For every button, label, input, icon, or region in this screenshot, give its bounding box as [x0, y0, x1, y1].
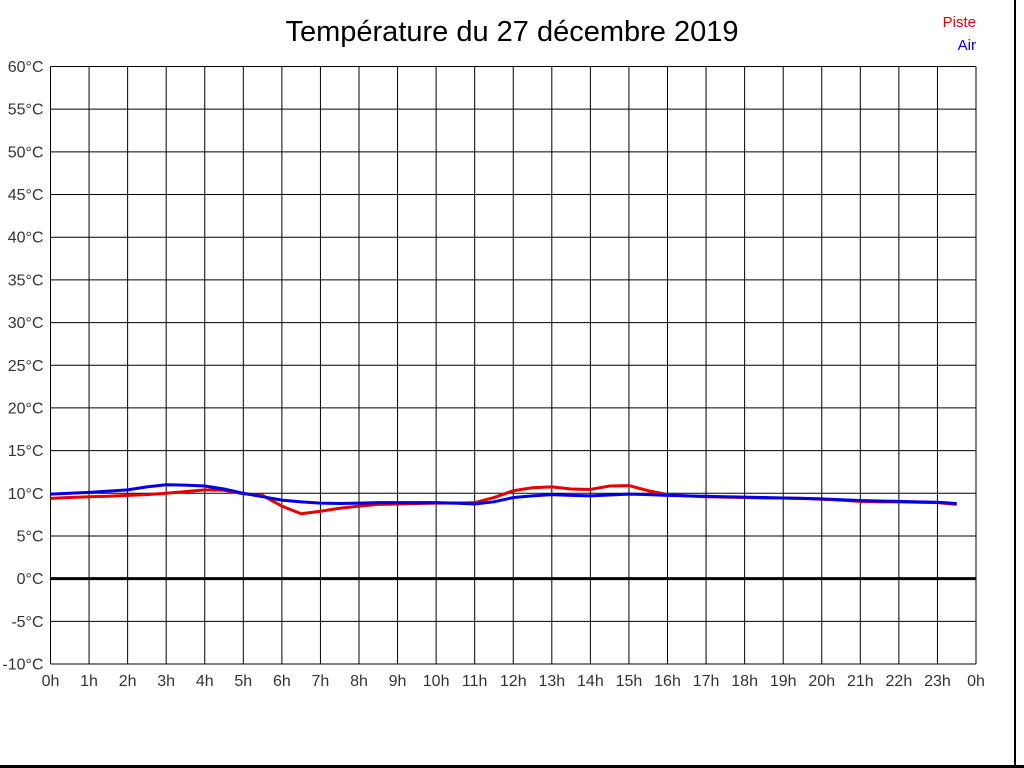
x-tick-label: 6h — [273, 673, 291, 690]
y-tick-label: 60°C — [8, 59, 44, 76]
x-tick-label: 4h — [196, 673, 214, 690]
y-tick-label: -10°C — [2, 657, 43, 674]
y-tick-label: 10°C — [8, 486, 44, 503]
x-tick-label: 21h — [847, 673, 874, 690]
y-tick-label: 0°C — [17, 571, 44, 588]
x-tick-label: 1h — [80, 673, 98, 690]
frame-bottom-border — [0, 765, 1024, 768]
x-tick-label: 15h — [616, 673, 643, 690]
legend: Piste Air — [943, 11, 976, 57]
x-tick-label: 17h — [693, 673, 720, 690]
x-tick-label: 13h — [538, 673, 565, 690]
y-tick-label: 25°C — [8, 358, 44, 375]
x-tick-label: 23h — [924, 673, 951, 690]
x-tick-label: 14h — [577, 673, 604, 690]
series-line-air — [50, 483, 957, 506]
y-tick-label: 50°C — [8, 144, 44, 161]
y-tick-label: -5°C — [11, 614, 43, 631]
y-tick-label: 20°C — [8, 400, 44, 417]
x-tick-label: 3h — [157, 673, 175, 690]
y-tick-label: 55°C — [8, 102, 44, 119]
frame-right-border — [1014, 0, 1016, 766]
y-tick-label: 30°C — [8, 315, 44, 332]
x-tick-label: 18h — [731, 673, 758, 690]
legend-item-piste: Piste — [942, 14, 976, 31]
x-tick-label: 0h — [967, 673, 985, 690]
x-tick-label: 20h — [808, 673, 835, 690]
x-tick-label: 16h — [654, 673, 681, 690]
x-tick-label: 19h — [770, 673, 797, 690]
x-tick-label: 11h — [462, 673, 488, 690]
x-tick-label: 7h — [312, 673, 330, 690]
x-tick-label: 2h — [119, 673, 137, 690]
x-tick-label: 5h — [234, 673, 252, 690]
temperature-line-chart: 0h 1h 2h 3h 4h 5h 6h 7h 8h 9h 10h 11h 12h 13h 14h 15h 16… — [2, 59, 985, 690]
legend-item-air: Air — [957, 37, 976, 54]
y-tick-label: 45°C — [8, 187, 44, 204]
x-tick-label: 10h — [423, 673, 450, 690]
y-tick-label: 15°C — [8, 443, 44, 460]
y-tick-label: 5°C — [17, 528, 44, 545]
y-tick-label: 35°C — [8, 272, 44, 289]
y-tick-label: 40°C — [8, 230, 44, 247]
x-tick-label: 0h — [42, 673, 60, 690]
x-tick-label: 12h — [500, 673, 527, 690]
chart-title: Température du 27 décembre 2019 — [285, 16, 739, 48]
x-tick-label: 9h — [389, 673, 407, 690]
x-tick-label: 22h — [886, 673, 913, 690]
x-tick-label: 8h — [350, 673, 368, 690]
